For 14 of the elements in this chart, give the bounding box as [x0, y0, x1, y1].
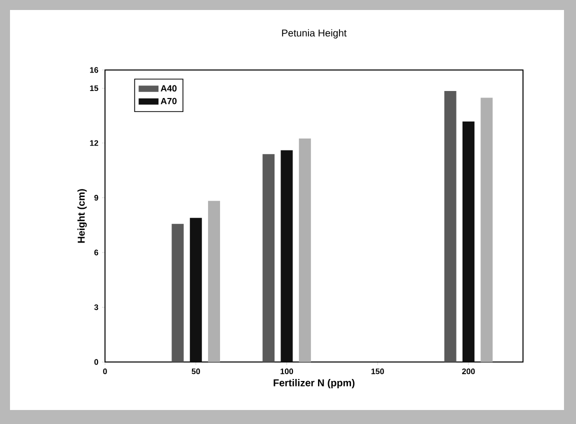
- x-axis-title: Fertilizer N (ppm): [274, 379, 354, 388]
- bar: [480, 98, 493, 362]
- bar: [190, 218, 202, 362]
- bar: [298, 138, 311, 362]
- bar: [208, 200, 220, 362]
- bar: [462, 121, 474, 362]
- bar: [262, 154, 275, 362]
- bar: [280, 150, 293, 362]
- y-axis-title: Height (cm): [77, 189, 87, 243]
- legend-label: A70: [160, 98, 177, 104]
- legend-label: A40: [160, 85, 177, 92]
- bar: [172, 224, 184, 362]
- chart-title: Petunia Height: [282, 29, 347, 38]
- bar: [444, 90, 456, 362]
